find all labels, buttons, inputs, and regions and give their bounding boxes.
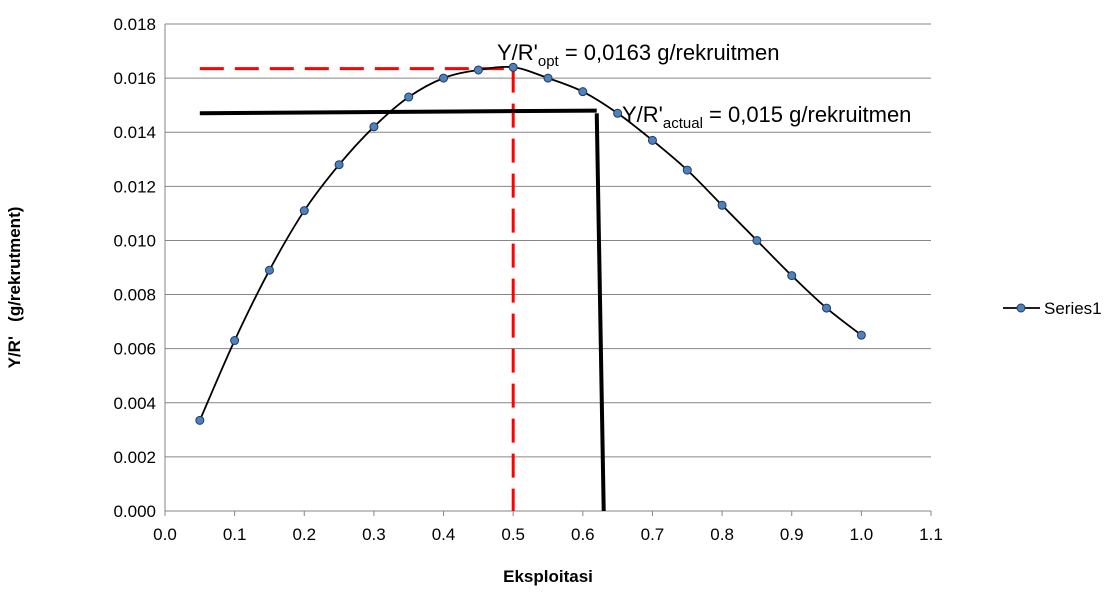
series1-curve xyxy=(198,65,862,421)
y-tick-0.010: 0.010 xyxy=(113,231,156,250)
annotation-opt-label: Y/R'opt = 0,0163 g/rekruitmen xyxy=(497,40,779,70)
legend-marker xyxy=(1016,303,1026,313)
y-tick-labels: 0.000 0.002 0.004 0.006 0.008 0.010 0.012 0.014… xyxy=(113,15,156,521)
x-tick-0.5: 0.5 xyxy=(501,525,525,544)
x-tick-0.0: 0.0 xyxy=(153,525,177,544)
y-tick-0.006: 0.006 xyxy=(113,340,156,359)
series1-point-0.5 xyxy=(508,62,518,72)
series1-point-0.6 xyxy=(578,87,588,97)
series1-point-1 xyxy=(856,330,866,340)
annotation-opt-prefix: Y/R' xyxy=(497,40,538,65)
y-tick-0.008: 0.008 xyxy=(113,286,156,305)
annotation-opt-suffix: = 0,0163 g/rekruitmen xyxy=(559,40,780,65)
series1-point-0.55 xyxy=(543,73,553,83)
y-axis-title: Y/R' (g/rekrutment) xyxy=(5,207,24,369)
x-tick-0.7: 0.7 xyxy=(641,525,665,544)
series1-point-0.9 xyxy=(787,271,797,281)
y-tick-0.016: 0.016 xyxy=(113,69,156,88)
x-tick-0.8: 0.8 xyxy=(710,525,734,544)
series1-point-0.15 xyxy=(264,265,274,275)
annotation-actual-subscript: actual xyxy=(663,115,703,132)
x-tick-0.4: 0.4 xyxy=(432,525,456,544)
series1-point-0.7 xyxy=(647,135,657,145)
legend-label-series1: Series1 xyxy=(1044,299,1102,318)
series1-point-0.25 xyxy=(334,160,344,170)
series1-point-0.85 xyxy=(752,235,762,245)
annotation-actual-prefix: Y/R' xyxy=(622,102,663,127)
series1-point-0.8 xyxy=(717,200,727,210)
series-markers xyxy=(195,62,866,425)
x-tick-1.0: 1.0 xyxy=(850,525,874,544)
series1-point-0.1 xyxy=(230,336,240,346)
series1-point-0.75 xyxy=(682,165,692,175)
x-tick-0.3: 0.3 xyxy=(362,525,386,544)
x-tick-0.9: 0.9 xyxy=(780,525,804,544)
legend: Series1 xyxy=(1003,299,1102,318)
y-tick-0.004: 0.004 xyxy=(113,394,156,413)
x-tick-labels: 0.0 0.1 0.2 0.3 0.4 0.5 0.6 0.7 0.8 0.9 1.0 1.1 xyxy=(153,525,943,544)
y-tick-0.014: 0.014 xyxy=(113,123,156,142)
x-tick-1.1: 1.1 xyxy=(919,525,943,544)
annotation-opt-subscript: opt xyxy=(538,53,560,70)
series-line xyxy=(198,65,862,421)
axes xyxy=(164,24,932,516)
annotation-lines xyxy=(199,67,606,512)
y-tick-0.018: 0.018 xyxy=(113,15,156,34)
series1-point-0.45 xyxy=(473,65,483,75)
y-tick-0.002: 0.002 xyxy=(113,448,156,467)
actual-horizontal-line xyxy=(199,108,597,116)
series1-point-0.3 xyxy=(369,122,379,132)
y-tick-0.000: 0.000 xyxy=(113,502,156,521)
x-axis-title: Eksploitasi xyxy=(503,567,593,586)
x-tick-0.6: 0.6 xyxy=(571,525,595,544)
series1-point-0.65 xyxy=(613,108,623,118)
series1-point-0.4 xyxy=(439,73,449,83)
annotation-actual-suffix: = 0,015 g/rekruitmen xyxy=(703,102,912,127)
series1-point-0.95 xyxy=(822,303,832,313)
series1-point-0.05 xyxy=(195,415,205,425)
x-tick-0.1: 0.1 xyxy=(223,525,247,544)
x-tick-0.2: 0.2 xyxy=(292,525,316,544)
gridlines xyxy=(165,23,931,458)
series1-point-0.35 xyxy=(404,92,414,102)
y-tick-0.012: 0.012 xyxy=(113,177,156,196)
series1-point-0.2 xyxy=(299,206,309,216)
annotation-actual-label: Y/R'actual = 0,015 g/rekruitmen xyxy=(622,102,911,132)
actual-vertical-line xyxy=(594,113,606,512)
